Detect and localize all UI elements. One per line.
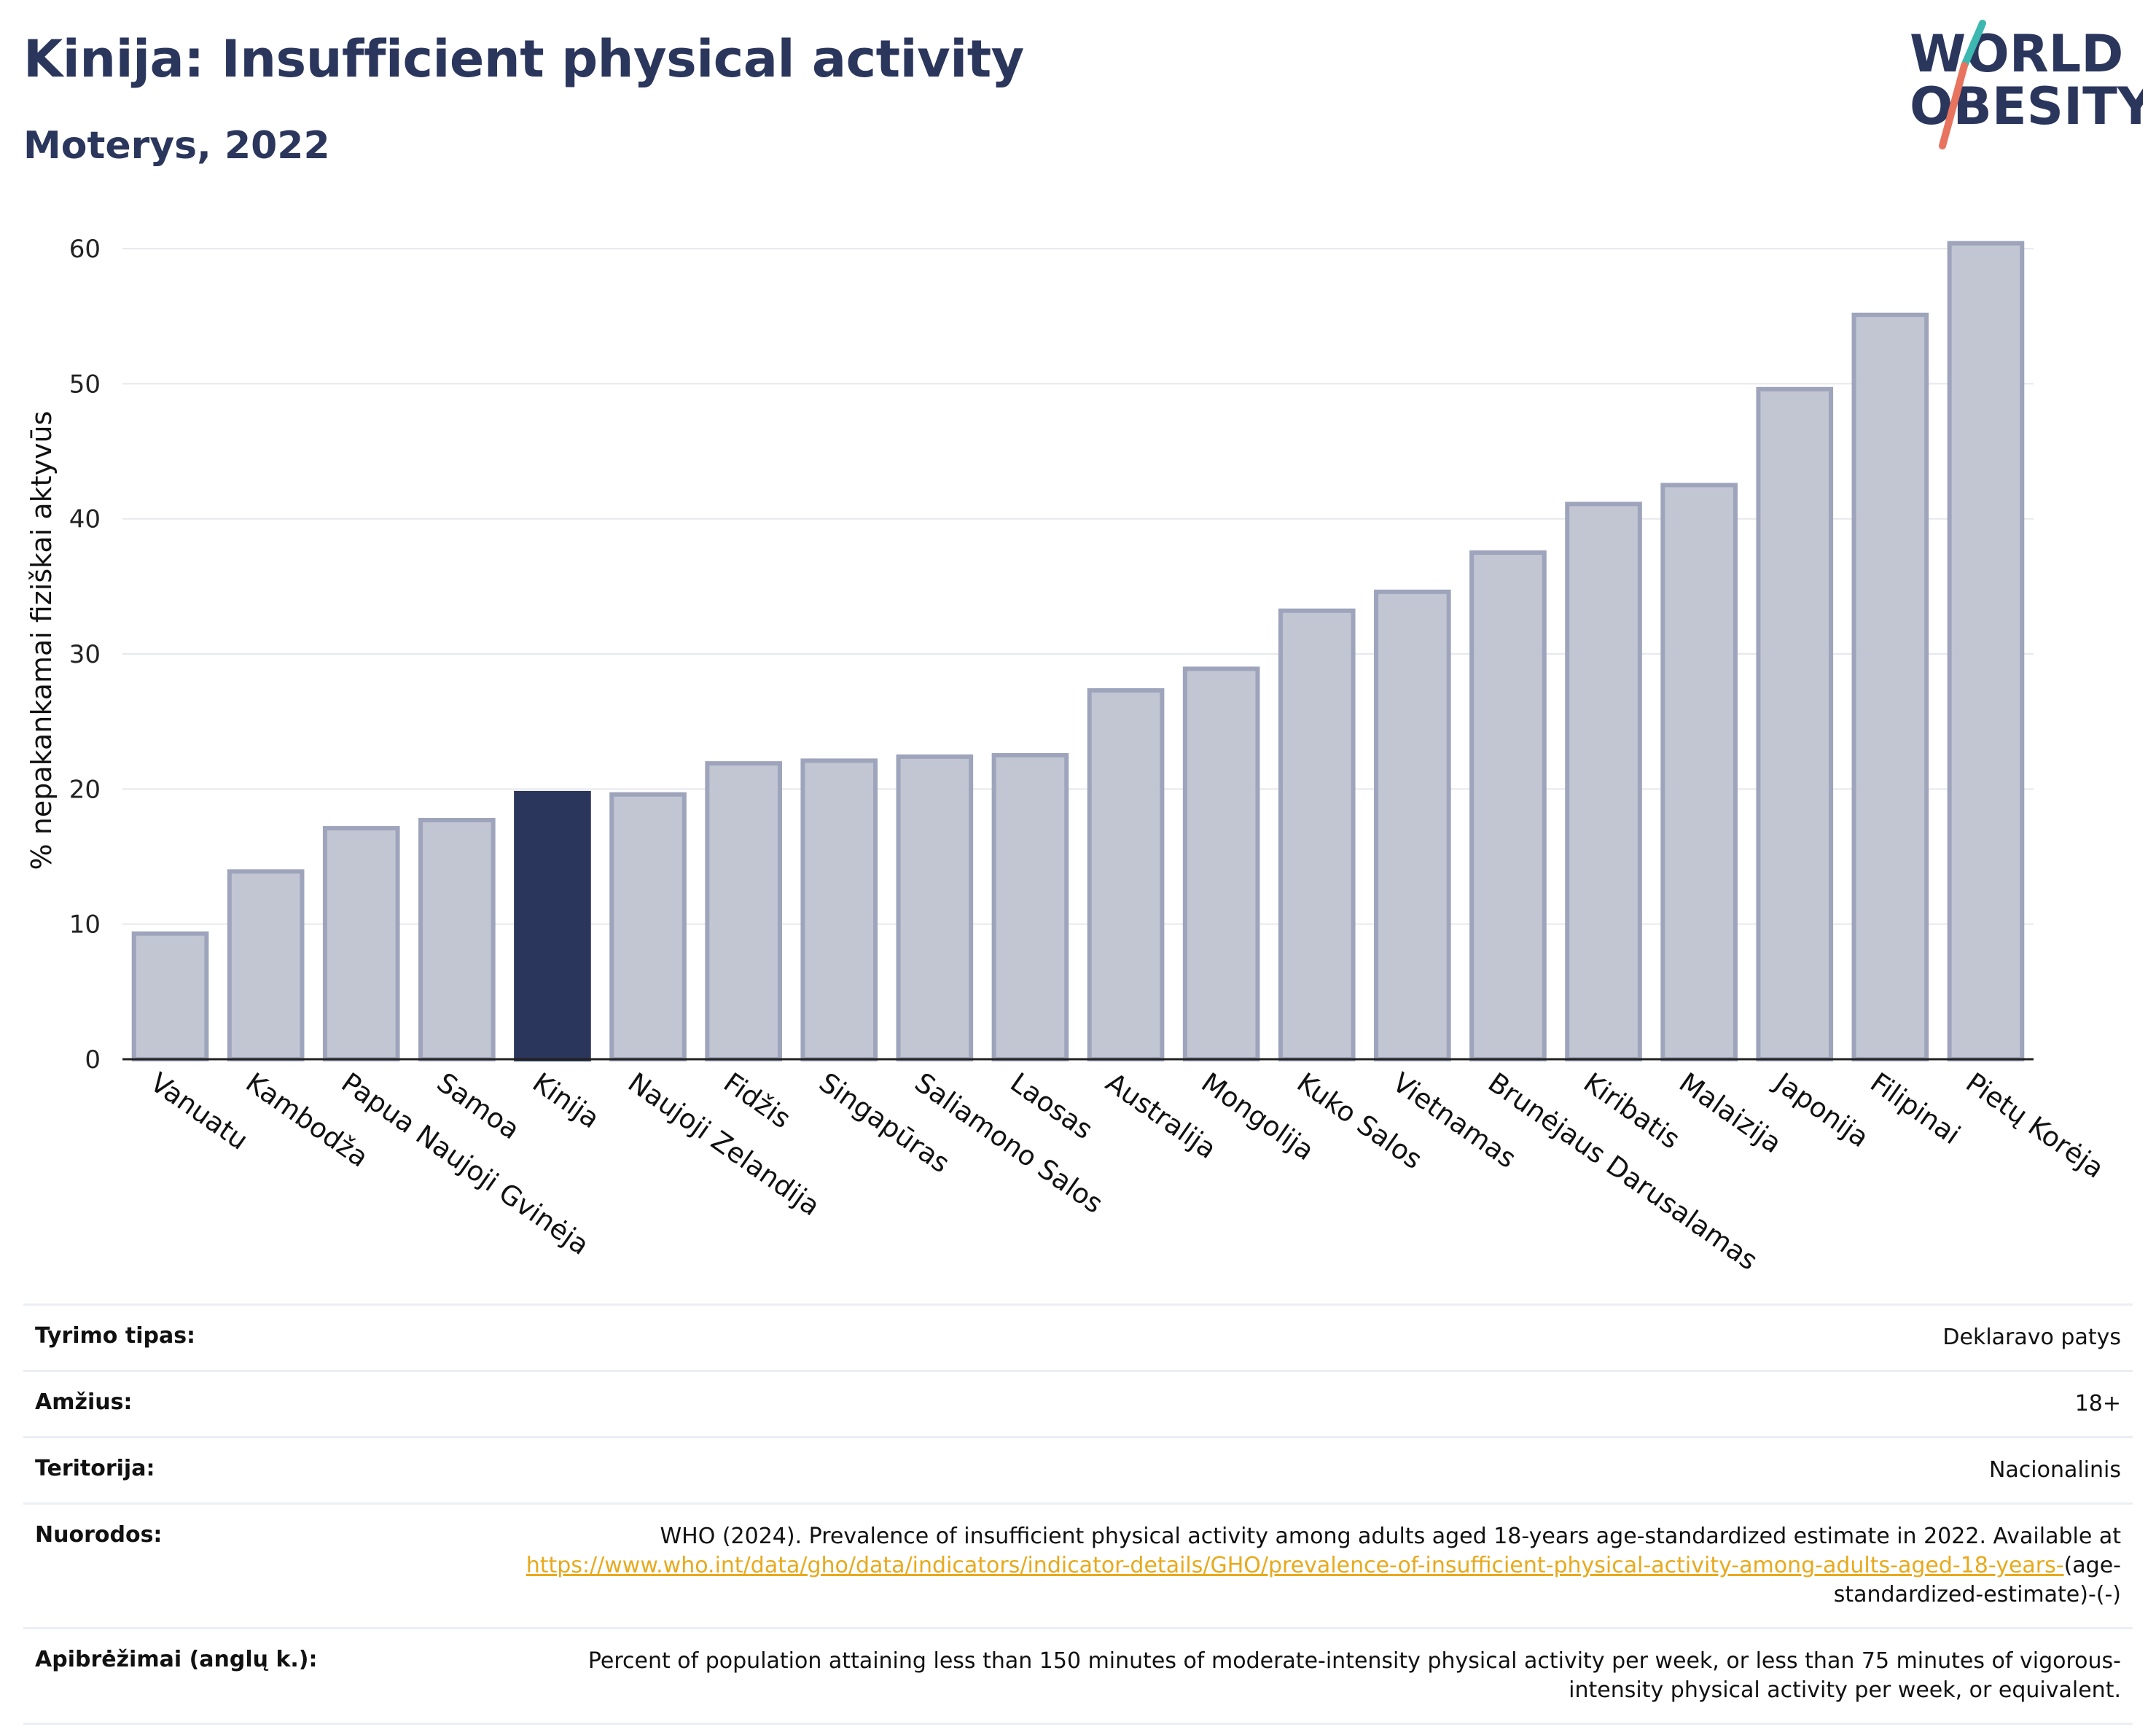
meta-value: Nacionalinis bbox=[1988, 1457, 2121, 1483]
bars bbox=[131, 241, 2025, 1062]
meta-key: Apibrėžimai (anglų k.): bbox=[35, 1647, 318, 1672]
reference-text: WHO (2024). Prevalence of insufficient p… bbox=[660, 1524, 2121, 1549]
meta-value: Deklaravo patys bbox=[1942, 1325, 2121, 1350]
bar-japonija bbox=[1756, 386, 1834, 1061]
world-obesity-logo: WORLD OBESITY bbox=[1910, 20, 2143, 149]
x-tick-label: Filipinai bbox=[1864, 1067, 1966, 1150]
y-tick-label: 20 bbox=[69, 775, 101, 804]
bar-fidžis bbox=[705, 761, 782, 1061]
bar-brunėjaus-darusalamas bbox=[1469, 550, 1547, 1061]
x-tick-label: Japonija bbox=[1768, 1066, 1874, 1153]
bar-vietnamas bbox=[1374, 589, 1451, 1061]
bar-saliamono-salos bbox=[896, 754, 974, 1062]
bar-kinija bbox=[514, 790, 591, 1062]
x-tick-label: Fidžis bbox=[718, 1067, 797, 1134]
meta-row-age: Amžius: 18+ bbox=[23, 1370, 2133, 1436]
y-axis-label: % nepakankamai fiziškai aktyvūs bbox=[26, 411, 58, 870]
bar-laosas bbox=[991, 753, 1069, 1061]
x-tick-label: Vanuatu bbox=[144, 1067, 254, 1156]
y-tick-label: 60 bbox=[69, 235, 101, 264]
meta-key: Nuorodos: bbox=[35, 1522, 163, 1548]
bar-australija bbox=[1087, 688, 1165, 1061]
bar-kambodža bbox=[227, 869, 305, 1061]
logo-slash-coral bbox=[1939, 62, 1968, 149]
meta-key: Teritorija: bbox=[35, 1456, 155, 1481]
chart-title: Kinija: Insufficient physical activity bbox=[23, 29, 1024, 89]
reference-link[interactable]: https://www.who.int/data/gho/data/indica… bbox=[526, 1553, 2064, 1578]
bar-singapūras bbox=[800, 758, 878, 1062]
bar-naujoji-zelandija bbox=[609, 792, 687, 1061]
grid-lines bbox=[122, 248, 2034, 925]
y-tick-label: 30 bbox=[69, 640, 101, 669]
y-tick-label: 40 bbox=[69, 505, 101, 534]
bar-samoa bbox=[418, 817, 496, 1061]
bar-mongolija bbox=[1182, 666, 1260, 1061]
logo-slash-teal bbox=[1961, 20, 1986, 69]
bar-papua-naujoji-gvinėja bbox=[322, 826, 400, 1061]
chart-subtitle: Moterys, 2022 bbox=[23, 124, 330, 168]
y-tick-label: 10 bbox=[69, 911, 101, 940]
metadata-table: Tyrimo tipas: Deklaravo patys Amžius: 18… bbox=[23, 1303, 2133, 1725]
bar-malaizija bbox=[1660, 483, 1738, 1061]
meta-value: WHO (2024). Prevalence of insufficient p… bbox=[517, 1522, 2121, 1610]
y-tick-label: 50 bbox=[69, 370, 101, 399]
bar-kiribatis bbox=[1565, 502, 1642, 1061]
x-tick-label: Kinija bbox=[527, 1067, 606, 1134]
meta-row-references: Nuorodos: WHO (2024). Prevalence of insu… bbox=[23, 1502, 2133, 1627]
meta-key: Tyrimo tipas: bbox=[35, 1323, 196, 1349]
meta-value: 18+ bbox=[2074, 1391, 2121, 1416]
meta-row-territory: Teritorija: Nacionalinis bbox=[23, 1436, 2133, 1502]
meta-row-definitions: Apibrėžimai (anglų k.): Percent of popul… bbox=[23, 1627, 2133, 1725]
y-tick-label: 0 bbox=[85, 1045, 101, 1075]
bar-pietų-korėja bbox=[1947, 241, 2025, 1061]
x-tick-label: Pietų Korėja bbox=[1960, 1067, 2109, 1185]
meta-key: Amžius: bbox=[35, 1389, 133, 1415]
reference-suffix: (age-standardized-estimate)-(-) bbox=[1833, 1553, 2121, 1607]
x-tick-label: Malaizija bbox=[1673, 1067, 1787, 1159]
bar-filipinai bbox=[1851, 312, 1929, 1062]
meta-row-survey-type: Tyrimo tipas: Deklaravo patys bbox=[23, 1303, 2133, 1370]
bar-kuko-salos bbox=[1278, 608, 1356, 1061]
bar-vanuatu bbox=[131, 931, 209, 1062]
meta-value: Percent of population attaining less tha… bbox=[587, 1648, 2121, 1703]
logo-line1: WORLD bbox=[1910, 24, 2123, 84]
